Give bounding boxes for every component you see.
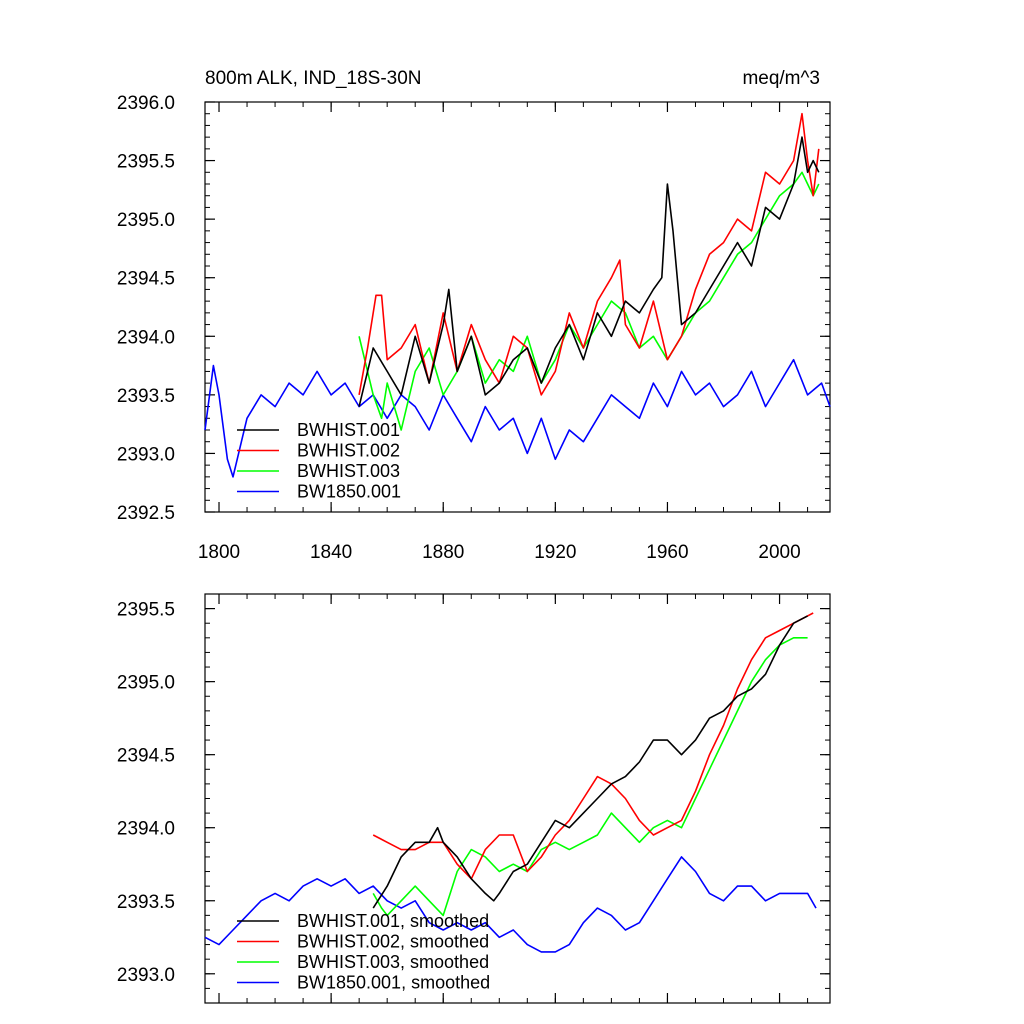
legend-label: BWHIST.001, smoothed (297, 911, 489, 931)
x-tick-label: 1920 (534, 542, 576, 563)
x-tick-label: 1960 (646, 542, 688, 563)
legend-label: BWHIST.003 (297, 461, 400, 481)
x-tick-label: 1840 (310, 542, 352, 563)
x-tick-label: 1880 (422, 542, 464, 563)
y-tick-label: 2394.0 (117, 819, 175, 840)
chart-panel-1: 2392.5 2393.0 2393.5 2394.0 2394.5 2395.0 2395… (117, 68, 831, 563)
legend-label: BWHIST.001 (297, 420, 400, 440)
legend-label: BWHIST.002 (297, 441, 400, 461)
y-tick-label: 2395.5 (117, 600, 175, 621)
plot-frame (204, 101, 831, 513)
y-tick-label: 2394.5 (117, 746, 175, 767)
series-line-2 (358, 112, 820, 396)
legend-label: BWHIST.003, smoothed (297, 952, 489, 972)
series-line-1 (358, 136, 820, 407)
y-tick-label: 2395.0 (117, 210, 175, 231)
legend-label: BW1850.001 (297, 482, 401, 502)
series-line-3 (372, 636, 808, 917)
x-tick-label: 1800 (198, 542, 240, 563)
chart-title: 800m ALK, IND_18S-30N (205, 68, 422, 89)
y-tick-label: 2393.5 (117, 386, 175, 407)
y-tick-label: 2393.0 (117, 965, 175, 986)
series-line-3 (358, 171, 820, 431)
series-line-4 (204, 856, 817, 953)
y-tick-label: 2395.5 (117, 152, 175, 173)
series-line-2 (372, 612, 814, 880)
series-line-4 (204, 358, 831, 478)
units-label: meq/m^3 (742, 68, 820, 89)
y-tick-label: 2395.0 (117, 673, 175, 694)
y-tick-label: 2394.0 (117, 327, 175, 348)
y-tick-label: 2392.5 (117, 503, 175, 524)
y-tick-label: 2393.5 (117, 892, 175, 913)
chart-panel-2: 2393.0 2393.5 2394.0 2394.5 2395.0 2395.5 BWHI… (117, 593, 831, 1004)
legend-label: BW1850.001, smoothed (297, 973, 490, 993)
y-tick-label: 2394.5 (117, 269, 175, 290)
series-line-1 (372, 615, 808, 909)
y-tick-label: 2396.0 (117, 93, 175, 114)
x-tick-label: 2000 (758, 542, 800, 563)
y-tick-label: 2393.0 (117, 444, 175, 465)
legend-label: BWHIST.002, smoothed (297, 932, 489, 952)
